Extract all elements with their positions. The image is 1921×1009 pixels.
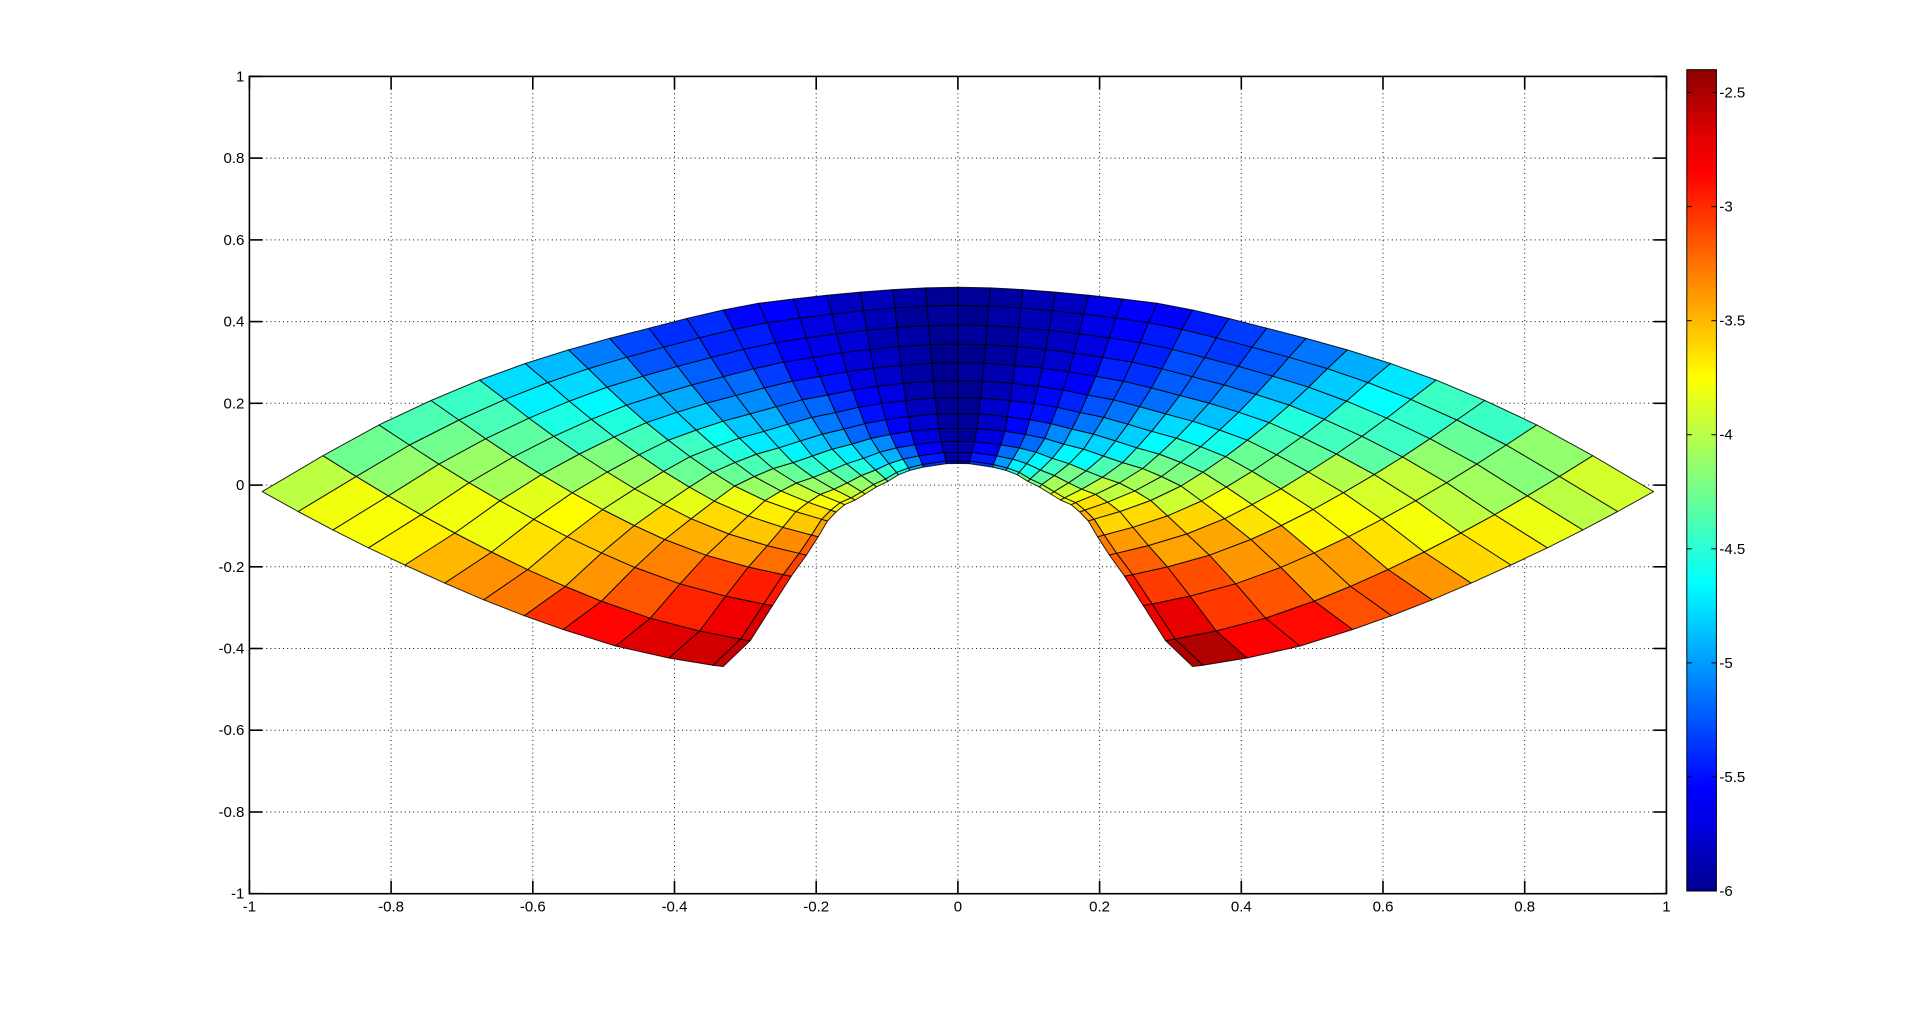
svg-text:-0.2: -0.2: [219, 559, 245, 576]
svg-text:0: 0: [954, 899, 962, 916]
svg-text:-6: -6: [1719, 883, 1732, 900]
svg-text:-1: -1: [243, 899, 256, 916]
svg-text:0.2: 0.2: [224, 395, 245, 412]
svg-text:-5: -5: [1719, 655, 1732, 672]
svg-text:0.8: 0.8: [1514, 899, 1535, 916]
svg-text:-0.8: -0.8: [219, 804, 245, 821]
svg-text:0.6: 0.6: [224, 232, 245, 249]
svg-text:-3: -3: [1719, 199, 1732, 216]
svg-text:-1: -1: [231, 886, 244, 903]
svg-text:-4.5: -4.5: [1719, 541, 1745, 558]
svg-text:-4: -4: [1719, 427, 1732, 444]
svg-text:-0.4: -0.4: [219, 641, 245, 658]
svg-text:-0.6: -0.6: [520, 899, 546, 916]
svg-text:-0.4: -0.4: [662, 899, 688, 916]
svg-text:0.6: 0.6: [1373, 899, 1394, 916]
svg-text:0.8: 0.8: [224, 150, 245, 167]
svg-text:-5.5: -5.5: [1719, 769, 1745, 786]
svg-text:1: 1: [236, 68, 244, 85]
svg-text:1: 1: [1662, 899, 1670, 916]
svg-text:0: 0: [236, 477, 244, 494]
svg-text:-0.6: -0.6: [219, 722, 245, 739]
svg-text:-3.5: -3.5: [1719, 313, 1745, 330]
svg-text:0.4: 0.4: [224, 314, 245, 331]
svg-text:0.4: 0.4: [1231, 899, 1252, 916]
svg-text:-0.8: -0.8: [378, 899, 404, 916]
svg-text:-2.5: -2.5: [1719, 85, 1745, 102]
svg-text:-0.2: -0.2: [803, 899, 829, 916]
svg-text:0.2: 0.2: [1089, 899, 1110, 916]
